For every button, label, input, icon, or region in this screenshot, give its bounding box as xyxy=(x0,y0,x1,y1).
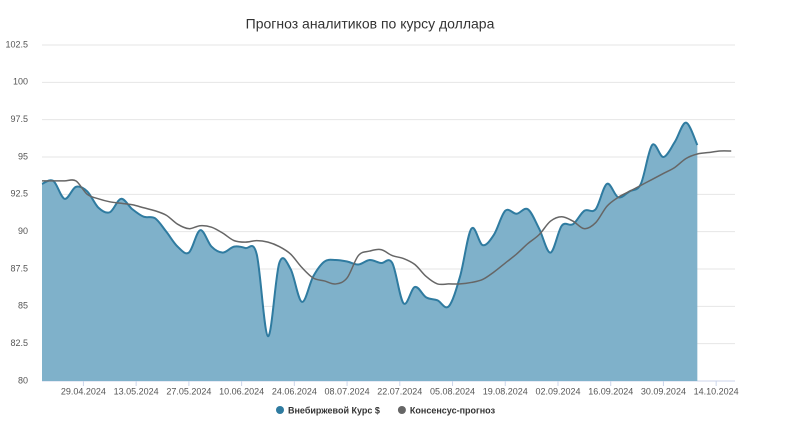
x-tick-label: 05.08.2024 xyxy=(430,386,475,396)
y-tick-label: 95 xyxy=(18,151,28,161)
x-tick-label: 24.06.2024 xyxy=(272,386,317,396)
y-tick-label: 82.5 xyxy=(10,338,28,348)
legend-label: Внебиржевой Курс $ xyxy=(288,405,380,415)
legend-label: Консенсус-прогноз xyxy=(410,405,496,415)
y-tick-label: 87.5 xyxy=(10,263,28,273)
y-tick-label: 102.5 xyxy=(5,39,28,49)
x-tick-label: 13.05.2024 xyxy=(114,386,159,396)
y-tick-label: 97.5 xyxy=(10,114,28,124)
x-tick-label: 10.06.2024 xyxy=(219,386,264,396)
x-tick-label: 16.09.2024 xyxy=(588,386,633,396)
x-tick-label: 22.07.2024 xyxy=(377,386,422,396)
line xyxy=(41,121,699,338)
x-tick-label: 29.04.2024 xyxy=(61,386,106,396)
line xyxy=(41,150,732,286)
legend-marker xyxy=(276,406,284,414)
chart-title: Прогноз аналитиков по курсу доллара xyxy=(246,16,495,32)
x-tick-label: 30.09.2024 xyxy=(641,386,686,396)
x-tick-label: 19.08.2024 xyxy=(483,386,528,396)
y-tick-label: 85 xyxy=(18,301,28,311)
x-tick-label: 08.07.2024 xyxy=(325,386,370,396)
area xyxy=(42,122,698,381)
x-tick-label: 02.09.2024 xyxy=(535,386,580,396)
y-tick-label: 80 xyxy=(18,375,28,385)
y-tick-label: 100 xyxy=(13,77,28,87)
y-tick-label: 90 xyxy=(18,226,28,236)
x-tick-label: 27.05.2024 xyxy=(166,386,211,396)
legend-marker xyxy=(397,406,406,414)
y-tick-label: 92.5 xyxy=(10,189,28,199)
x-tick-label: 14.10.2024 xyxy=(694,386,739,396)
